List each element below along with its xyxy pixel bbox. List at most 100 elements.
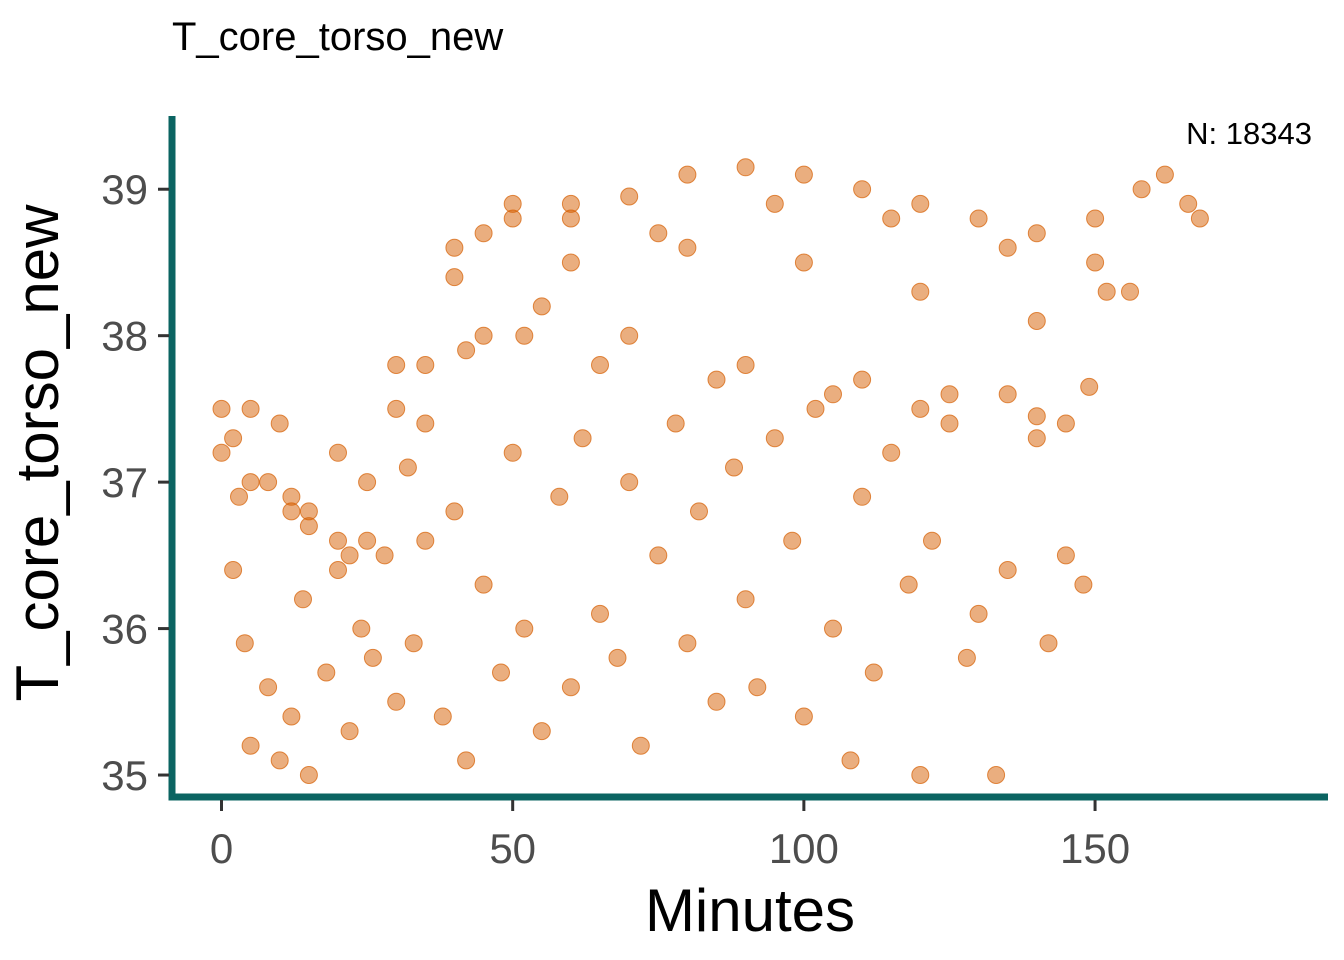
data-point-60 bbox=[911, 399, 930, 418]
data-point-107 bbox=[736, 590, 755, 609]
data-point-58 bbox=[707, 370, 726, 389]
data-point-88 bbox=[457, 751, 476, 770]
data-point-25 bbox=[1179, 194, 1198, 213]
data-point-129 bbox=[1074, 575, 1093, 594]
data-point-14 bbox=[620, 187, 639, 206]
data-point-32 bbox=[503, 194, 522, 213]
data-point-72 bbox=[259, 678, 278, 697]
data-point-91 bbox=[503, 443, 522, 462]
data-point-105 bbox=[707, 692, 726, 711]
data-point-28 bbox=[270, 414, 289, 433]
data-point-7 bbox=[358, 473, 377, 492]
data-point-40 bbox=[241, 473, 260, 492]
data-point-112 bbox=[806, 399, 825, 418]
data-point-18 bbox=[853, 180, 872, 199]
data-point-102 bbox=[666, 414, 685, 433]
data-point-69 bbox=[224, 561, 243, 579]
data-point-113 bbox=[824, 619, 842, 638]
data-point-122 bbox=[957, 648, 976, 667]
data-point-20 bbox=[969, 209, 988, 228]
data-point-75 bbox=[294, 590, 312, 609]
data-point-111 bbox=[794, 707, 813, 726]
data-point-39 bbox=[1121, 282, 1139, 301]
data-point-62 bbox=[1056, 414, 1075, 433]
data-point-97 bbox=[591, 604, 609, 623]
data-point-81 bbox=[363, 648, 382, 667]
data-point-23 bbox=[1132, 180, 1151, 199]
y-tick-label-2: 37 bbox=[101, 459, 148, 506]
data-point-70 bbox=[235, 634, 254, 653]
chart-title: T_core_torso_new bbox=[172, 15, 503, 59]
axes-layer: 0 50 100 150 35 36 37 38 39 bbox=[101, 116, 1328, 872]
y-tick-label-3: 38 bbox=[101, 313, 148, 360]
data-point-128 bbox=[1056, 546, 1075, 565]
data-point-26 bbox=[1190, 209, 1209, 228]
data-point-106 bbox=[725, 458, 743, 477]
data-point-83 bbox=[387, 692, 406, 711]
data-point-116 bbox=[864, 663, 883, 682]
x-tick-label-1: 50 bbox=[489, 825, 536, 872]
data-point-52 bbox=[282, 502, 301, 521]
data-point-74 bbox=[282, 707, 301, 726]
y-axis-title: T_core_torso_new bbox=[4, 204, 71, 702]
data-point-71 bbox=[241, 736, 260, 755]
data-point-110 bbox=[783, 531, 802, 550]
data-point-127 bbox=[1039, 634, 1058, 653]
data-point-98 bbox=[608, 648, 627, 667]
data-point-73 bbox=[270, 751, 289, 770]
data-point-54 bbox=[398, 458, 417, 477]
data-point-19 bbox=[911, 194, 930, 213]
x-tick-label-2: 100 bbox=[769, 825, 839, 872]
data-point-57 bbox=[591, 356, 609, 374]
data-point-31 bbox=[445, 238, 464, 257]
x-tick-label-3: 150 bbox=[1060, 825, 1130, 872]
data-point-53 bbox=[340, 546, 359, 565]
data-point-24 bbox=[1155, 165, 1174, 184]
data-point-6 bbox=[329, 531, 347, 550]
data-point-121 bbox=[940, 414, 959, 433]
data-point-94 bbox=[550, 487, 569, 506]
data-point-49 bbox=[940, 385, 959, 404]
data-point-99 bbox=[620, 473, 639, 492]
data-point-104 bbox=[690, 502, 708, 521]
data-point-30 bbox=[387, 356, 406, 374]
data-point-47 bbox=[736, 356, 755, 374]
y-tick-label-4: 39 bbox=[101, 166, 148, 213]
data-point-63 bbox=[561, 253, 580, 272]
data-point-76 bbox=[299, 766, 318, 784]
data-point-10 bbox=[445, 268, 464, 287]
data-point-11 bbox=[474, 224, 493, 243]
data-point-34 bbox=[678, 238, 697, 257]
data-point-95 bbox=[561, 678, 580, 697]
data-point-100 bbox=[631, 736, 650, 755]
data-point-22 bbox=[1086, 209, 1105, 228]
data-point-124 bbox=[987, 766, 1006, 784]
data-point-115 bbox=[853, 487, 872, 506]
data-point-2 bbox=[241, 399, 260, 418]
data-point-9 bbox=[416, 356, 435, 374]
data-point-33 bbox=[561, 209, 580, 228]
data-point-86 bbox=[433, 707, 452, 726]
y-tick-label-0: 35 bbox=[101, 752, 148, 799]
data-point-114 bbox=[841, 751, 860, 770]
data-point-123 bbox=[969, 604, 988, 623]
data-point-96 bbox=[573, 429, 592, 448]
data-point-82 bbox=[375, 546, 394, 565]
data-point-87 bbox=[445, 502, 464, 521]
data-point-66 bbox=[882, 209, 901, 228]
data-point-130 bbox=[1080, 377, 1099, 396]
data-point-79 bbox=[340, 722, 359, 741]
data-point-89 bbox=[474, 575, 493, 594]
data-point-84 bbox=[404, 634, 423, 653]
x-tick-label-0: 0 bbox=[210, 825, 233, 872]
data-point-90 bbox=[492, 663, 510, 682]
data-point-92 bbox=[515, 619, 534, 638]
x-axis-title: Minutes bbox=[645, 877, 855, 944]
data-point-37 bbox=[1027, 312, 1046, 330]
data-point-45 bbox=[532, 297, 551, 316]
data-point-16 bbox=[736, 158, 755, 177]
data-point-59 bbox=[824, 385, 842, 404]
data-point-44 bbox=[474, 326, 493, 345]
data-point-78 bbox=[329, 561, 347, 579]
